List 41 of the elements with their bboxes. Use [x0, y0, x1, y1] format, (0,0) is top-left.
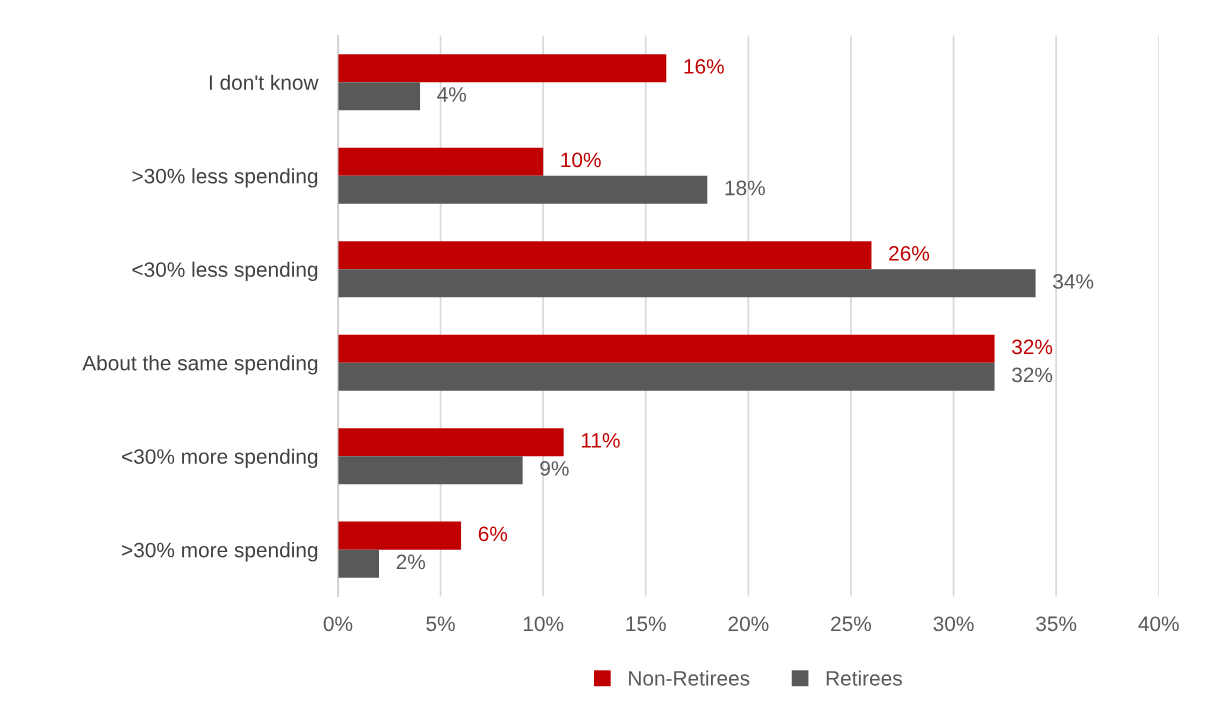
bar: [337, 241, 872, 270]
bar: [337, 428, 564, 457]
data-label: 32%: [1012, 367, 1053, 383]
data-label: 18%: [725, 180, 765, 196]
data-label: 9%: [540, 461, 569, 476]
y-tick-label: >30% more spending: [122, 542, 318, 562]
bar: [337, 269, 1036, 298]
bar: [337, 175, 708, 204]
x-tick-label: 5%: [426, 616, 455, 632]
y-tick-label: >30% less spending: [132, 168, 318, 188]
y-tick-label: <30% less spending: [132, 261, 318, 282]
data-label: 26%: [889, 246, 930, 261]
x-tick-label: 0%: [323, 616, 353, 632]
y-tick-label: I don't know: [209, 74, 319, 90]
data-label: 2%: [396, 554, 426, 570]
x-tick-label: 35%: [1036, 616, 1077, 632]
data-label: 6%: [478, 526, 508, 542]
bar: [337, 334, 995, 363]
data-label: 11%: [581, 433, 620, 448]
data-label: 10%: [561, 152, 601, 168]
bar: [337, 456, 523, 485]
data-label: 32%: [1012, 339, 1053, 355]
x-tick-label: 40%: [1138, 616, 1179, 632]
bar: [337, 82, 421, 111]
bar: [337, 549, 379, 578]
bar: [337, 54, 667, 83]
x-tick-label: 20%: [728, 616, 769, 632]
x-tick-label: 15%: [626, 616, 666, 632]
data-label: 16%: [684, 59, 724, 74]
data-label: 4%: [437, 87, 467, 102]
x-tick-label: 10%: [523, 616, 564, 632]
data-label: 34%: [1053, 274, 1094, 289]
bar: [337, 521, 462, 550]
y-tick-label: About the same spending: [82, 355, 318, 375]
legend-label: Retirees: [826, 670, 902, 686]
bar: [337, 362, 995, 391]
x-tick-label: 25%: [831, 616, 872, 632]
legend-label: Non-Retirees: [629, 670, 750, 686]
x-tick-label: 30%: [933, 616, 974, 632]
bar: [337, 147, 544, 176]
y-tick-label: <30% more spending: [122, 448, 318, 469]
